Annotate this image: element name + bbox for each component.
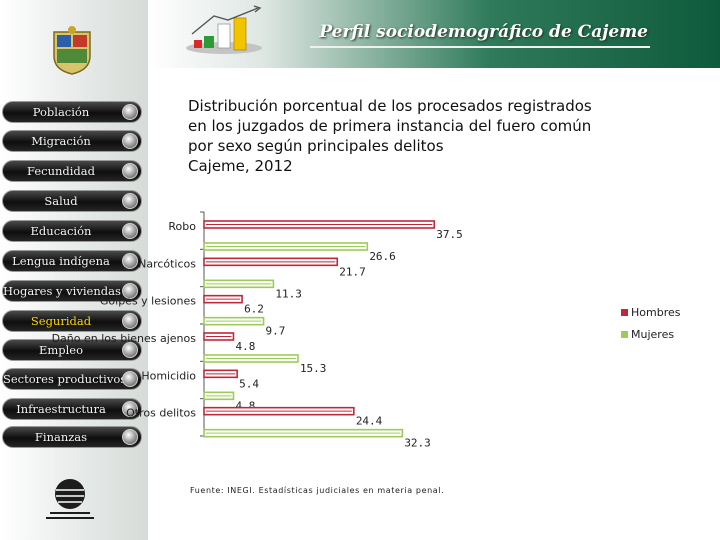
nav-knob-icon — [122, 313, 138, 329]
chart-title-line: por sexo según principales delitos — [188, 137, 444, 155]
category-label: Otros delitos — [126, 407, 196, 420]
legend-label: Mujeres — [631, 328, 674, 341]
nav-item-infraestructura[interactable]: Infraestructura — [2, 398, 142, 420]
nav-item-label: Hogares y viviendas — [3, 284, 121, 298]
nav-knob-icon — [122, 104, 138, 120]
nav-knob-icon — [122, 193, 138, 209]
nav-item-poblacion[interactable]: Población — [2, 101, 142, 123]
nav-item-educacion[interactable]: Educación — [2, 220, 142, 242]
nav-item-sectores-productivos[interactable]: Sectores productivos — [2, 368, 142, 390]
chart-title-line: en los juzgados de primera instancia del… — [188, 117, 592, 135]
bar-chart-logo-icon — [186, 5, 262, 54]
legend-label: Hombres — [631, 306, 681, 319]
data-label: 24.4 — [356, 415, 383, 428]
nav-item-seguridad[interactable]: Seguridad — [2, 310, 142, 332]
nav-item-label: Educación — [30, 224, 92, 238]
nav-item-label: Seguridad — [30, 314, 92, 328]
chart-footnote: Fuente: INEGI. Estadísticas judiciales e… — [190, 486, 445, 495]
chart-title: Distribución porcentual de los procesado… — [188, 96, 668, 176]
nav-item-label: Infraestructura — [16, 402, 106, 416]
nav-item-label: Finanzas — [34, 430, 88, 444]
category-label: Robo — [168, 220, 196, 233]
nav-item-label: Población — [32, 105, 90, 119]
nav-item-hogares-viviendas[interactable]: Hogares y viviendas — [2, 280, 142, 302]
nav-knob-icon — [122, 133, 138, 149]
category-label: Daño en los bienes ajenos — [52, 332, 197, 345]
chart-title-line: Distribución porcentual de los procesado… — [188, 97, 592, 115]
page-title: Perfil sociodemográfico de Cajeme — [319, 22, 648, 42]
nav-item-migracion[interactable]: Migración — [2, 130, 142, 152]
header-bar: Perfil sociodemográfico de Cajeme — [148, 0, 720, 68]
nav-item-lengua-indigena[interactable]: Lengua indígena — [2, 250, 142, 272]
nav-item-empleo[interactable]: Empleo — [2, 339, 142, 361]
data-label: 26.6 — [369, 250, 396, 263]
inegi-logo-icon — [46, 479, 94, 519]
nav-knob-icon — [122, 371, 138, 387]
data-label: 11.3 — [275, 287, 302, 300]
nav-knob-icon — [122, 342, 138, 358]
title-underline — [310, 46, 650, 48]
nav-item-salud[interactable]: Salud — [2, 190, 142, 212]
state-emblem-icon — [53, 26, 91, 75]
nav-item-label: Empleo — [38, 343, 84, 357]
data-label: 37.5 — [436, 228, 463, 241]
nav-knob-icon — [122, 223, 138, 239]
category-label: Golpes y lesiones — [100, 295, 196, 308]
category-label: Homicidio — [141, 369, 196, 382]
nav-knob-icon — [122, 401, 138, 417]
category-label: Narcóticos — [138, 257, 196, 270]
nav-knob-icon — [122, 163, 138, 179]
data-label: 21.7 — [339, 265, 366, 278]
data-label: 5.4 — [239, 377, 259, 390]
nav-item-label: Lengua indígena — [12, 254, 110, 268]
data-label: 4.8 — [235, 340, 255, 353]
data-label: 15.3 — [300, 362, 327, 375]
nav-item-label: Migración — [31, 134, 91, 148]
nav-knob-icon — [122, 429, 138, 445]
data-label: 6.2 — [244, 303, 264, 316]
nav-item-label: Fecundidad — [26, 164, 96, 178]
data-label: 32.3 — [404, 437, 431, 450]
nav-knob-icon — [122, 283, 138, 299]
legend-swatch-mujeres — [621, 331, 628, 338]
nav-item-label: Sectores productivos — [3, 372, 127, 386]
data-label: 9.7 — [266, 325, 286, 338]
nav-item-fecundidad[interactable]: Fecundidad — [2, 160, 142, 182]
legend-swatch-hombres — [621, 309, 628, 316]
nav-item-label: Salud — [44, 194, 78, 208]
nav-item-finanzas[interactable]: Finanzas — [2, 426, 142, 448]
chart-title-line: Cajeme, 2012 — [188, 157, 293, 175]
nav-knob-icon — [122, 253, 138, 269]
